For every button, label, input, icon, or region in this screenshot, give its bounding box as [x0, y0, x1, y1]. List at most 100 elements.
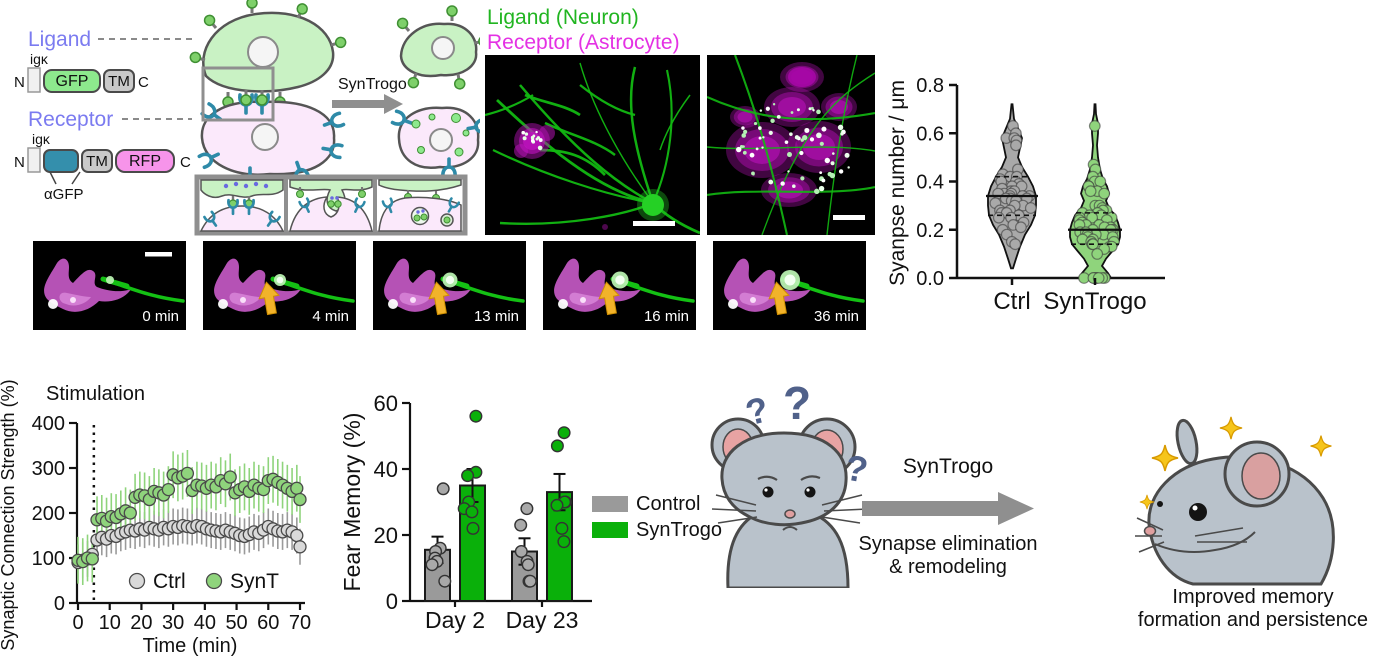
svg-text:0.4: 0.4	[916, 172, 944, 194]
svg-text:60: 60	[257, 612, 279, 634]
svg-text:100: 100	[32, 548, 65, 570]
svg-text:40: 40	[194, 612, 216, 634]
yellow-arrow-icon	[258, 281, 280, 316]
svg-text:40: 40	[374, 457, 398, 482]
timelapse-frame: 36 min	[713, 241, 866, 330]
ligand-icon	[357, 187, 367, 199]
svg-text:13 min: 13 min	[474, 308, 519, 325]
tm-label-ligand: TM	[108, 73, 130, 90]
svg-text:Time (min): Time (min)	[143, 635, 238, 657]
svg-text:0: 0	[54, 593, 65, 615]
c-terminus-receptor: C	[180, 154, 191, 171]
receptor-icon	[298, 197, 310, 213]
svg-text:Day 2: Day 2	[425, 607, 485, 633]
anti-gfp-box	[43, 149, 79, 173]
n-terminus-receptor: N	[14, 154, 25, 171]
eye-glint	[1192, 505, 1198, 511]
line-chart: Stimulation 0 100 200 300 400 0 10 20 30 40 50 60 70 T…	[0, 379, 311, 657]
svg-text:Syanpse number / μm: Syanpse number / μm	[886, 80, 909, 286]
svg-text:20: 20	[130, 612, 152, 634]
ligand-icon	[407, 72, 420, 89]
ligand-icon	[256, 90, 268, 106]
receptor-icon	[322, 111, 346, 128]
syntrogo-flow-arrow: SynTrogo Synapse elimination & remodelin…	[859, 455, 1038, 578]
svg-text:0: 0	[386, 589, 398, 614]
svg-text:60: 60	[374, 391, 398, 416]
svg-text:SynTrogo: SynTrogo	[1043, 288, 1146, 315]
tm-box-receptor	[81, 149, 113, 173]
receptor-astrocyte-label: Receptor (Astrocyte)	[487, 31, 680, 54]
ligand-icon	[246, 0, 258, 13]
eye-glint	[764, 488, 768, 492]
receptor-icon	[441, 157, 457, 179]
microscopy-image-neuron	[485, 55, 700, 235]
eye-glint	[806, 488, 810, 492]
ligand-icon	[453, 73, 466, 90]
svg-text:SynTrogo: SynTrogo	[636, 519, 722, 541]
receptor-icon	[227, 198, 239, 216]
svg-text:4 min: 4 min	[312, 308, 349, 325]
yellow-arrow-icon	[428, 281, 450, 316]
svg-text:70: 70	[289, 612, 311, 634]
svg-text:SynTrogo: SynTrogo	[338, 76, 407, 93]
flow-arrow-label: SynTrogo	[903, 455, 993, 478]
svg-text:SynT: SynT	[230, 570, 279, 593]
receptor-icon	[381, 197, 394, 214]
outcome-caption-line2: formation and persistence	[1137, 609, 1369, 631]
confused-mouse-cartoon: ? ? ?	[710, 383, 871, 588]
ligand-icon	[240, 90, 252, 106]
mouse-nose	[1143, 525, 1157, 537]
svg-text:10: 10	[99, 612, 121, 634]
ligand-icon	[473, 35, 480, 48]
timelapse-frame: 0 min	[33, 241, 186, 330]
receptor-icon	[197, 152, 220, 170]
mouse-head	[720, 431, 848, 527]
ligand-icon	[203, 14, 218, 29]
sparkle-icon	[1139, 416, 1332, 510]
svg-text:Day 23: Day 23	[506, 607, 579, 633]
ligand-icon	[295, 187, 305, 199]
agfp-pointer-right	[71, 171, 81, 185]
c-terminus-ligand: C	[138, 74, 149, 91]
worried-brow-left	[757, 475, 778, 481]
mouse-eye-right	[804, 486, 816, 498]
mouse-nose	[784, 509, 796, 519]
svg-text:Ctrl: Ctrl	[153, 570, 186, 593]
receptor-icon	[447, 197, 461, 213]
timelapse-frame: 16 min	[543, 241, 696, 330]
microscopy-image-astrocyte-zoom	[707, 55, 875, 235]
ligand-icon	[396, 17, 411, 32]
mouse-cheek-line	[1154, 531, 1256, 553]
violin-plot: 0.0 0.2 0.4 0.6 0.8 Ctrl SynTrogo Syanpse numbe…	[886, 75, 1165, 315]
ligand-icon	[189, 51, 206, 64]
mouse-eye-left	[762, 486, 774, 498]
receptor-icon	[200, 102, 223, 121]
svg-text:300: 300	[32, 458, 65, 480]
receptor-icon	[354, 197, 366, 213]
svg-text:0 min: 0 min	[142, 308, 179, 325]
svg-text:400: 400	[32, 413, 65, 435]
timelapse-frame: 13 min	[373, 241, 526, 330]
svg-text:0.2: 0.2	[916, 220, 944, 242]
flow-arrow-shaft	[862, 501, 998, 516]
bar-chart: 0 20 40 60 Day 2 Day 23 Control SynTrogo Fear Me…	[340, 391, 722, 633]
svg-text:0: 0	[72, 612, 83, 634]
svg-text:20: 20	[374, 523, 398, 548]
anti-gfp-label: αGFP	[44, 186, 84, 203]
receptor-icon	[390, 109, 414, 126]
ligand-icon	[330, 36, 347, 49]
svg-text:16 min: 16 min	[644, 308, 689, 325]
svg-text:Control: Control	[636, 493, 700, 515]
mouse-frown	[782, 526, 798, 531]
receptor-icon	[466, 117, 480, 134]
process-text-line1: Synapse elimination	[859, 533, 1038, 555]
igk-label-ligand: igκ	[30, 51, 49, 67]
timelapse-frame: 4 min	[203, 241, 356, 330]
flow-arrow-head	[998, 492, 1034, 525]
outcome-caption-line1: Improved memory	[1172, 586, 1334, 608]
construct-schematic: Ligand igκ N GFP TM C Receptor igκ N TM …	[14, 0, 480, 236]
svg-text:0.8: 0.8	[916, 75, 944, 97]
receptor-icon	[266, 210, 281, 227]
tm-box-ligand	[103, 69, 135, 93]
